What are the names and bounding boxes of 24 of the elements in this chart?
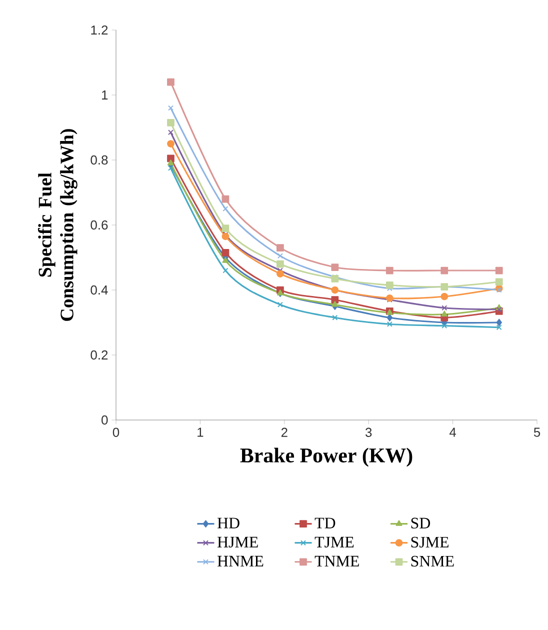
y-tick-label: 0.4 bbox=[90, 285, 108, 295]
y-axis-title: Specific Fuel Consumption (kg/kWh) bbox=[38, 129, 78, 321]
y-tick-label: 0.8 bbox=[90, 155, 108, 165]
y-tick-label: 0.2 bbox=[90, 350, 108, 360]
legend-label: TD bbox=[314, 518, 336, 528]
x-tick-label: 0 bbox=[112, 428, 120, 437]
x-tick-label: 1 bbox=[198, 428, 204, 437]
x-tick-label: 3 bbox=[366, 428, 372, 437]
y-tick-label: 0 bbox=[102, 415, 108, 425]
legend-label: HJME bbox=[217, 536, 258, 548]
y-tick-label: 1 bbox=[102, 90, 108, 100]
legend-label: SNME bbox=[411, 556, 454, 567]
legend-label: TNME bbox=[314, 556, 359, 566]
x-tick-label: 2 bbox=[281, 428, 288, 437]
legend-label: HD bbox=[217, 518, 240, 528]
legend-label: SD bbox=[411, 518, 430, 529]
legend-label: HNME bbox=[217, 556, 264, 566]
legend-label: TJME bbox=[314, 536, 354, 548]
y-tick-label: 1.2 bbox=[91, 25, 108, 35]
x-tick-label: 4 bbox=[450, 428, 456, 437]
x-axis-title: Brake Power (KW) bbox=[240, 448, 412, 467]
y-tick-label: 0.6 bbox=[90, 220, 108, 230]
legend-label: SJME bbox=[411, 536, 448, 548]
x-tick-label: 5 bbox=[534, 428, 540, 437]
